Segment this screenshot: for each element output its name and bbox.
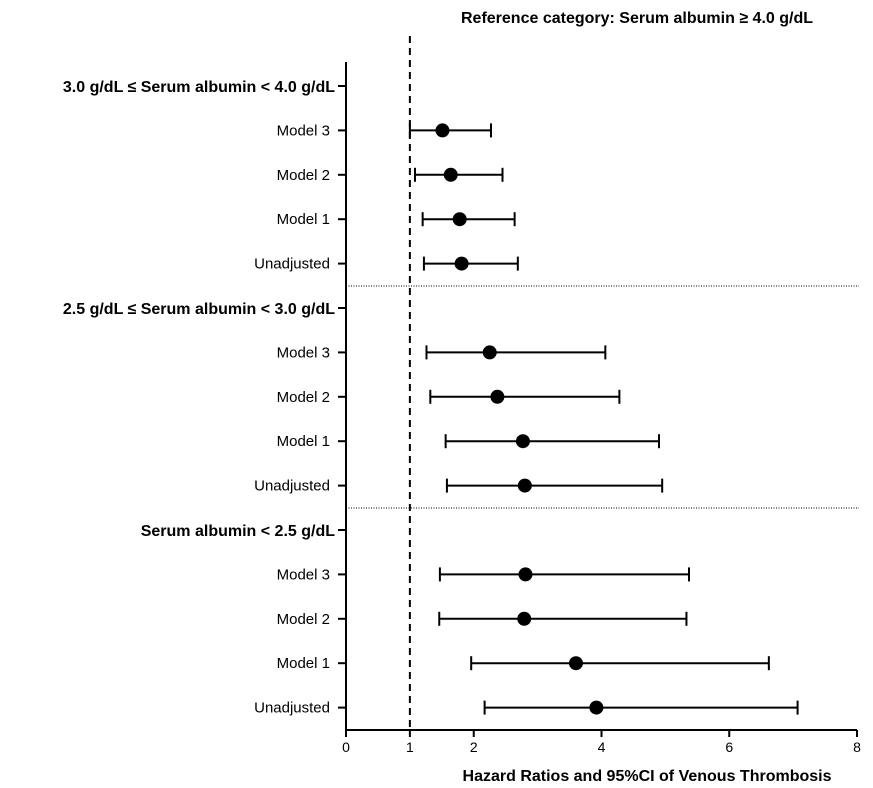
hazard-ratio-point [589, 700, 604, 715]
hazard-ratio-point [443, 167, 458, 182]
hazard-ratio-point [515, 434, 530, 449]
x-axis-label: Hazard Ratios and 95%CI of Venous Thromb… [463, 768, 832, 785]
plot-area: 0 1 2 4 6 8 3.0 g/dL ≤ Serum albumin < 4.0 g/d… [63, 36, 861, 755]
row-label: Model 2 [277, 389, 330, 406]
x-tick-label: 4 [598, 739, 606, 755]
hazard-ratio-point [517, 478, 532, 493]
hazard-ratio-point [518, 567, 533, 582]
hazard-ratio-point [452, 212, 467, 227]
row-label: Model 3 [277, 344, 330, 361]
x-tick-label: 0 [342, 739, 350, 755]
row-label: Model 1 [277, 433, 330, 450]
group-label: 2.5 g/dL ≤ Serum albumin < 3.0 g/dL [63, 301, 335, 318]
x-tick-label: 8 [853, 739, 861, 755]
row-label: Unadjusted [254, 256, 330, 273]
row-label: Model 2 [277, 167, 330, 184]
hazard-ratio-point [517, 611, 532, 626]
row-label: Model 1 [277, 211, 330, 228]
hazard-ratio-point [482, 345, 497, 360]
hazard-ratio-point [490, 389, 505, 404]
x-tick-label: 2 [470, 739, 478, 755]
group-label: 3.0 g/dL ≤ Serum albumin < 4.0 g/dL [63, 79, 335, 96]
row-label: Model 2 [277, 611, 330, 628]
hazard-ratio-point [454, 256, 469, 271]
row-label: Model 3 [277, 122, 330, 139]
row-label: Model 1 [277, 655, 330, 672]
group-label: Serum albumin < 2.5 g/dL [141, 523, 335, 540]
hazard-ratio-point [435, 123, 450, 138]
chart-title: Reference category: Serum albumin ≥ 4.0 … [461, 10, 813, 27]
row-label: Model 3 [277, 566, 330, 583]
x-tick-label: 1 [406, 739, 414, 755]
x-tick-label: 6 [725, 739, 733, 755]
row-label: Unadjusted [254, 700, 330, 717]
row-label: Unadjusted [254, 478, 330, 495]
hazard-ratio-point [568, 656, 583, 671]
